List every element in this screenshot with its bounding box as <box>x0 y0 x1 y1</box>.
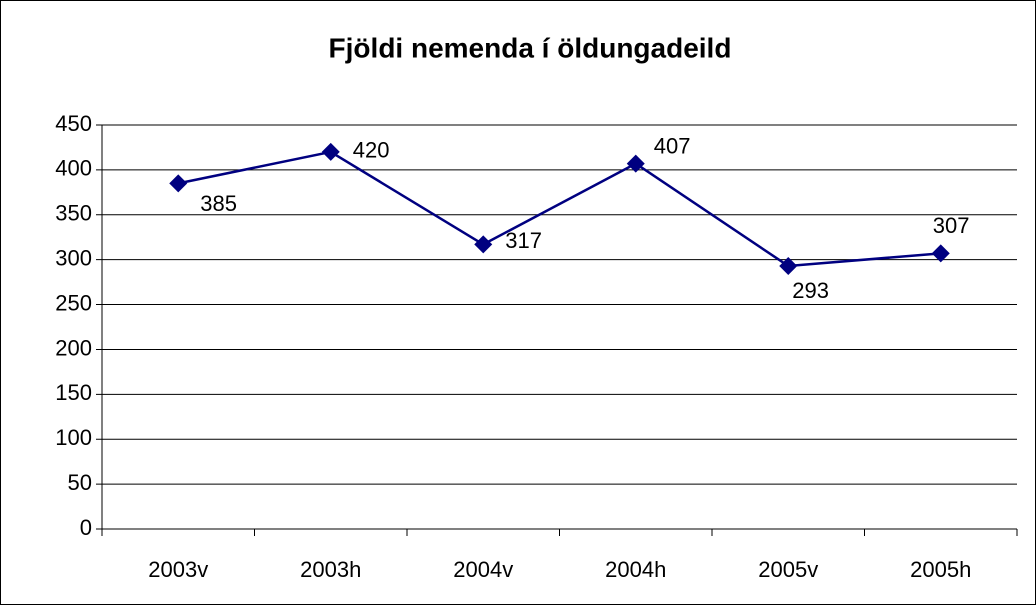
x-tick-label: 2004h <box>605 557 666 582</box>
y-tick-label: 200 <box>55 335 92 360</box>
y-tick-label: 300 <box>55 245 92 270</box>
data-line <box>177 150 941 268</box>
y-tick-label: 350 <box>55 201 92 226</box>
data-marker <box>169 174 188 193</box>
x-tick-label: 2003v <box>148 557 208 582</box>
data-label: 385 <box>200 191 237 216</box>
y-tick-label: 400 <box>55 156 92 181</box>
data-label: 420 <box>353 138 390 163</box>
data-marker <box>779 256 798 275</box>
data-label: 407 <box>654 133 691 158</box>
data-marker <box>626 154 645 173</box>
y-tick-label: 100 <box>55 425 92 450</box>
y-tick-label: 0 <box>80 515 92 540</box>
data-label: 293 <box>792 278 829 303</box>
y-tick-label: 150 <box>55 380 92 405</box>
data-label: 307 <box>933 213 970 238</box>
x-tick-label: 2004v <box>453 557 513 582</box>
data-marker <box>321 142 340 161</box>
data-marker <box>474 235 493 254</box>
y-tick-label: 250 <box>55 290 92 315</box>
data-marker <box>931 244 950 263</box>
x-tick-label: 2005v <box>758 557 818 582</box>
x-tick-label: 2005h <box>910 557 971 582</box>
y-tick-label: 50 <box>68 470 92 495</box>
chart-title: Fjöldi nemenda í öldungadeild <box>329 32 732 63</box>
x-tick-label: 2003h <box>300 557 361 582</box>
data-label: 317 <box>505 228 542 253</box>
y-tick-label: 450 <box>55 111 92 136</box>
